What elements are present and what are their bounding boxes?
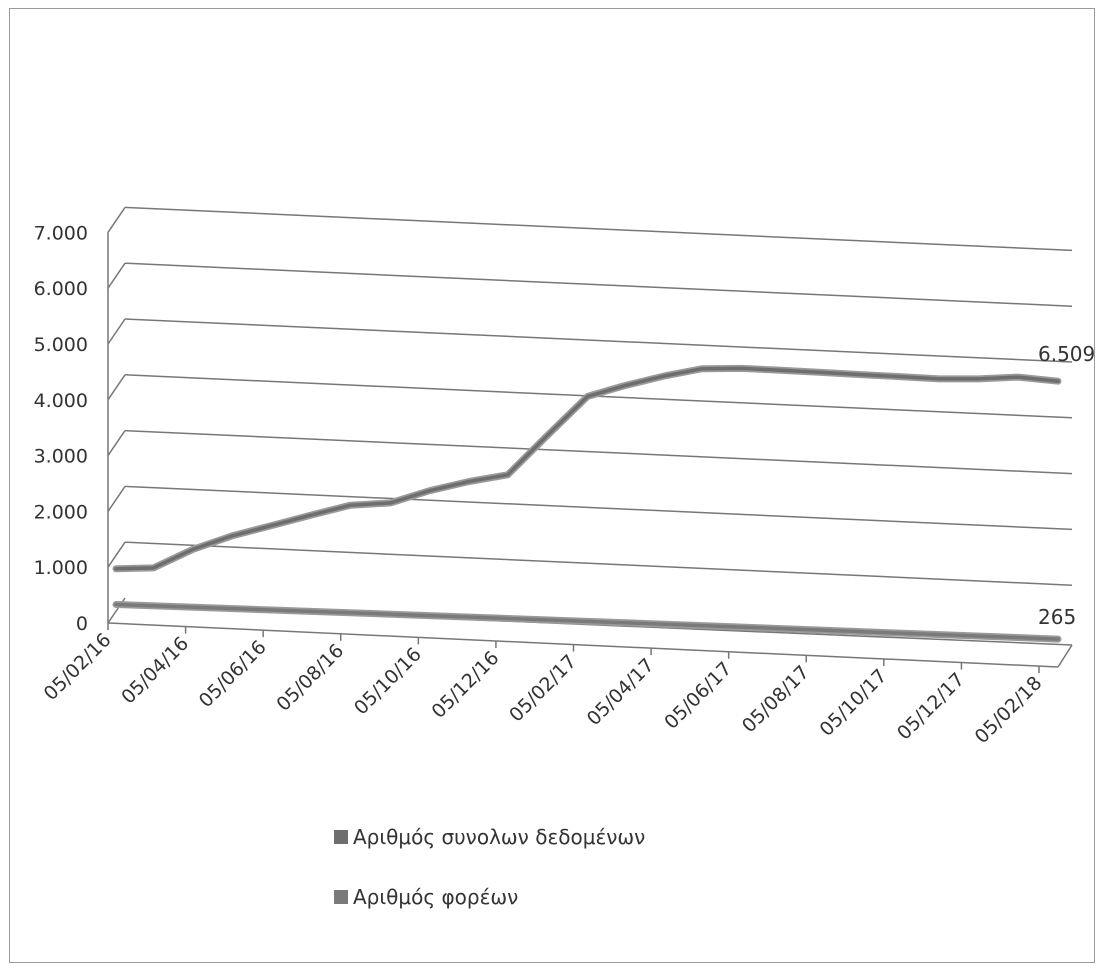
data-labels: 6.509 265 xyxy=(1038,342,1095,629)
chart-frame xyxy=(9,8,1095,963)
gridline-connector xyxy=(107,430,126,457)
y-tick-label: 6.000 xyxy=(34,278,88,300)
gridline-connector xyxy=(107,485,126,512)
x-tick-label: 05/08/16 xyxy=(272,640,348,716)
x-tick-label: 05/12/17 xyxy=(893,669,969,745)
x-tick-label: 05/04/17 xyxy=(583,654,659,730)
gridline-connector xyxy=(107,206,126,233)
series-end-label: 265 xyxy=(1038,605,1076,629)
floor-edge-line xyxy=(1057,644,1073,668)
y-axis-ticks: 0 1.000 2.000 3.000 4.000 5.000 6.000 7.000 xyxy=(34,222,88,635)
x-tick-label: 05/10/17 xyxy=(815,665,891,741)
gridline-connector xyxy=(107,318,126,345)
gridlines xyxy=(107,206,1073,624)
x-tick-label: 05/08/17 xyxy=(738,661,814,737)
series-lines xyxy=(112,364,1062,643)
gridline xyxy=(124,318,1073,363)
gridline-connector xyxy=(107,262,126,289)
series-line xyxy=(114,366,1060,571)
gridline xyxy=(124,206,1073,252)
x-tick-label: 05/12/16 xyxy=(428,647,504,723)
x-tick-label: 05/10/16 xyxy=(350,643,426,719)
y-tick-label: 7.000 xyxy=(34,222,88,244)
y-tick-label: 1.000 xyxy=(34,557,88,579)
x-tick-label: 05/02/17 xyxy=(505,651,581,727)
x-tick-label: 05/02/16 xyxy=(40,629,116,705)
gridline xyxy=(124,429,1073,475)
x-axis-ticks: 05/02/16 05/04/16 05/06/16 05/08/16 05/10/16… xyxy=(40,623,1047,748)
y-tick-label: 5.000 xyxy=(34,334,88,356)
legend-label: Αριθμός συνολων δεδομένων xyxy=(353,825,645,849)
gridline xyxy=(124,485,1073,531)
legend-swatch xyxy=(334,830,348,844)
x-tick-label: 05/02/18 xyxy=(971,672,1047,748)
y-tick-label: 2.000 xyxy=(34,501,88,523)
x-tick-label: 05/06/16 xyxy=(195,636,271,712)
gridline xyxy=(124,541,1073,586)
legend: Αριθμός συνολων δεδομένων Αριθμός φορέων xyxy=(334,825,645,909)
series-end-label: 6.509 xyxy=(1038,342,1095,366)
gridline-connector xyxy=(107,374,126,401)
legend-label: Αριθμός φορέων xyxy=(353,885,518,909)
gridline-connector xyxy=(107,541,126,568)
y-tick-label: 0 xyxy=(76,613,88,635)
x-tick-label: 05/04/16 xyxy=(117,633,193,709)
x-axis-front-line xyxy=(107,622,1059,668)
x-tick-label: 05/06/17 xyxy=(660,658,736,734)
gridline xyxy=(124,262,1073,307)
legend-swatch xyxy=(334,890,348,904)
chart-walls xyxy=(107,232,1073,668)
y-tick-label: 4.000 xyxy=(34,390,88,412)
y-tick-label: 3.000 xyxy=(34,446,88,468)
series-line xyxy=(114,602,1060,641)
